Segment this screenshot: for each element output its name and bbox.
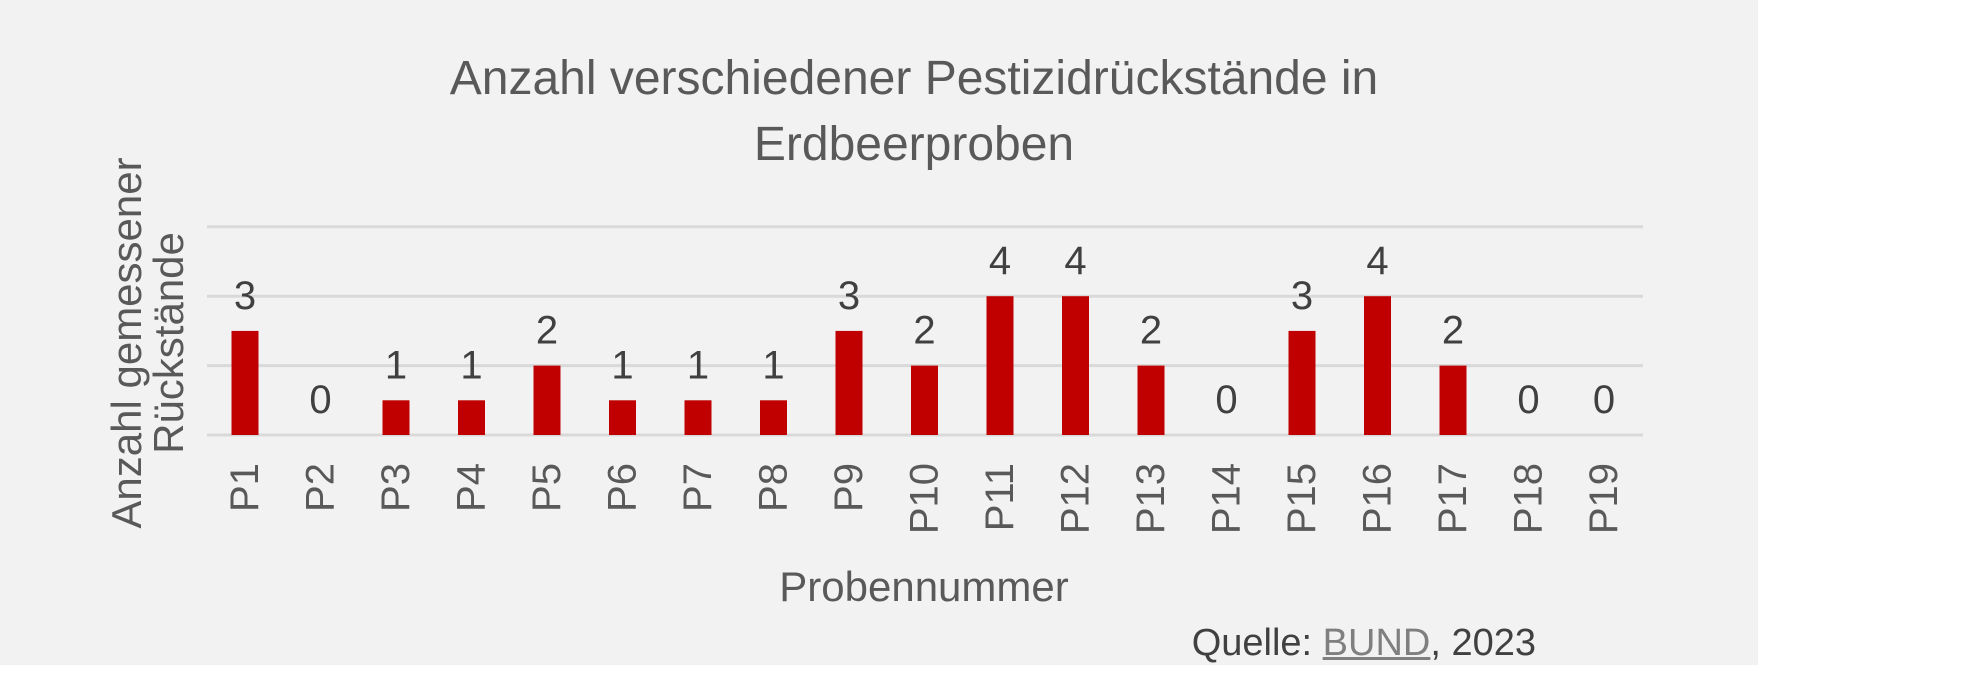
- data-label-p15: 3: [1291, 274, 1313, 318]
- source-prefix: Quelle:: [1191, 622, 1323, 664]
- x-tick-p5: P5: [525, 463, 569, 512]
- data-label-p12: 4: [1064, 239, 1086, 283]
- bar-p13: [1137, 365, 1165, 435]
- data-label-p3: 1: [385, 343, 407, 387]
- data-label-p18: 0: [1517, 378, 1539, 422]
- data-label-p4: 1: [460, 343, 482, 387]
- data-label-p1: 3: [234, 274, 256, 318]
- bar-p8: [760, 400, 787, 435]
- data-labels: 3 0 1 1 2 1 1 1 3 2 4 4 2 0 3 4 2 0 0: [234, 239, 1615, 422]
- x-tick-p8: P8: [752, 463, 796, 512]
- y-axis-title-line-1: Anzahl gemessener: [103, 157, 150, 528]
- bar-p6: [609, 400, 636, 435]
- bar-p10: [911, 365, 938, 435]
- x-tick-p19: P19: [1582, 463, 1626, 534]
- data-label-p7: 1: [687, 343, 709, 387]
- x-tick-p17: P17: [1431, 463, 1475, 534]
- x-tick-p2: P2: [299, 463, 343, 512]
- x-axis-title: Probennummer: [779, 563, 1068, 610]
- bar-p3: [382, 400, 410, 435]
- data-label-p13: 2: [1140, 309, 1162, 353]
- x-tick-p14: P14: [1205, 463, 1249, 534]
- x-tick-p6: P6: [601, 463, 645, 512]
- x-tick-p4: P4: [450, 463, 494, 512]
- data-label-p6: 1: [611, 343, 633, 387]
- bar-p11: [986, 296, 1014, 435]
- bar-p16: [1364, 296, 1391, 435]
- data-label-p14: 0: [1215, 378, 1237, 422]
- x-tick-p10: P10: [903, 463, 947, 534]
- chart-title: Anzahl verschiedener Pestizidrückstände …: [450, 52, 1379, 171]
- bars: [231, 296, 1467, 435]
- bar-p4: [458, 400, 485, 435]
- x-tick-p11: P11: [978, 463, 1022, 531]
- source-link[interactable]: BUND: [1322, 622, 1431, 664]
- data-label-p16: 4: [1366, 239, 1388, 283]
- data-label-p17: 2: [1442, 309, 1464, 353]
- chart-title-line-1: Anzahl verschiedener Pestizidrückstände …: [450, 52, 1379, 105]
- data-label-p11: 4: [989, 239, 1011, 283]
- bar-p5: [533, 365, 561, 435]
- x-tick-p9: P9: [827, 463, 871, 512]
- x-tick-p1: P1: [223, 463, 267, 512]
- bar-p1: [231, 330, 259, 435]
- data-label-p2: 0: [309, 378, 331, 422]
- x-tick-p15: P15: [1280, 463, 1324, 534]
- chart-title-line-2: Erdbeerproben: [754, 118, 1074, 171]
- y-axis-title-line-2: Rückstände: [145, 232, 192, 454]
- bar-p7: [684, 400, 712, 435]
- bar-p12: [1062, 296, 1089, 435]
- source-note: Quelle: BUND, 2023: [1192, 622, 1536, 665]
- x-tick-p12: P12: [1054, 463, 1098, 534]
- chart-panel: Anzahl verschiedener Pestizidrückstände …: [0, 0, 1758, 665]
- x-tick-p7: P7: [676, 463, 720, 512]
- data-label-p9: 3: [838, 274, 860, 318]
- data-label-p10: 2: [913, 309, 935, 353]
- x-tick-p3: P3: [374, 463, 418, 512]
- x-tick-p18: P18: [1507, 463, 1551, 534]
- source-suffix: , 2023: [1430, 622, 1536, 664]
- bar-p17: [1439, 365, 1467, 435]
- x-tick-p16: P16: [1356, 463, 1400, 534]
- data-label-p19: 0: [1593, 378, 1615, 422]
- data-label-p8: 1: [762, 343, 784, 387]
- bar-chart: Anzahl verschiedener Pestizidrückstände …: [103, 52, 1643, 610]
- bar-p15: [1288, 330, 1316, 435]
- x-tick-labels: P1 P2 P3 P4 P5 P6 P7 P8 P9 P10 P11 P12 P13 P14 P15 P16 P…: [223, 463, 1626, 534]
- y-axis-title: Anzahl gemessener Rückstände: [103, 157, 192, 528]
- data-label-p5: 2: [536, 309, 558, 353]
- x-tick-p13: P13: [1129, 463, 1173, 534]
- bar-p9: [835, 330, 863, 435]
